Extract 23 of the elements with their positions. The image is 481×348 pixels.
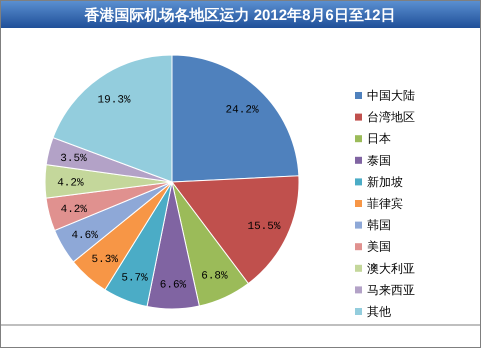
legend-label: 澳大利亚	[367, 261, 415, 276]
data-label: 4.6%	[71, 230, 98, 242]
data-label: 4.2%	[60, 204, 88, 216]
legend-label: 中国大陆	[367, 88, 415, 102]
data-label: 15.5%	[247, 221, 281, 234]
legend-label: 日本	[367, 132, 391, 146]
legend-label: 台湾地区	[367, 110, 415, 124]
legend-label: 泰国	[367, 153, 391, 168]
legend-label: 韩国	[367, 218, 391, 232]
chart-title: 香港国际机场各地区运力 2012年8月6日至12日	[84, 7, 396, 24]
data-label: 3.5%	[60, 153, 88, 166]
data-label: 6.8%	[201, 270, 228, 282]
data-label: 19.3%	[98, 94, 131, 107]
data-label: 24.2%	[226, 104, 259, 116]
data-label: 4.2%	[57, 178, 84, 190]
legend-label: 美国	[367, 240, 391, 254]
data-label: 5.3%	[92, 254, 118, 266]
legend-label: 菲律宾	[367, 196, 403, 210]
legend-label: 其他	[367, 304, 391, 318]
data-label: 6.6%	[160, 280, 187, 292]
legend-label: 马来西亚	[367, 282, 415, 297]
data-label: 5.7%	[121, 272, 148, 284]
legend-label: 新加坡	[367, 174, 403, 189]
